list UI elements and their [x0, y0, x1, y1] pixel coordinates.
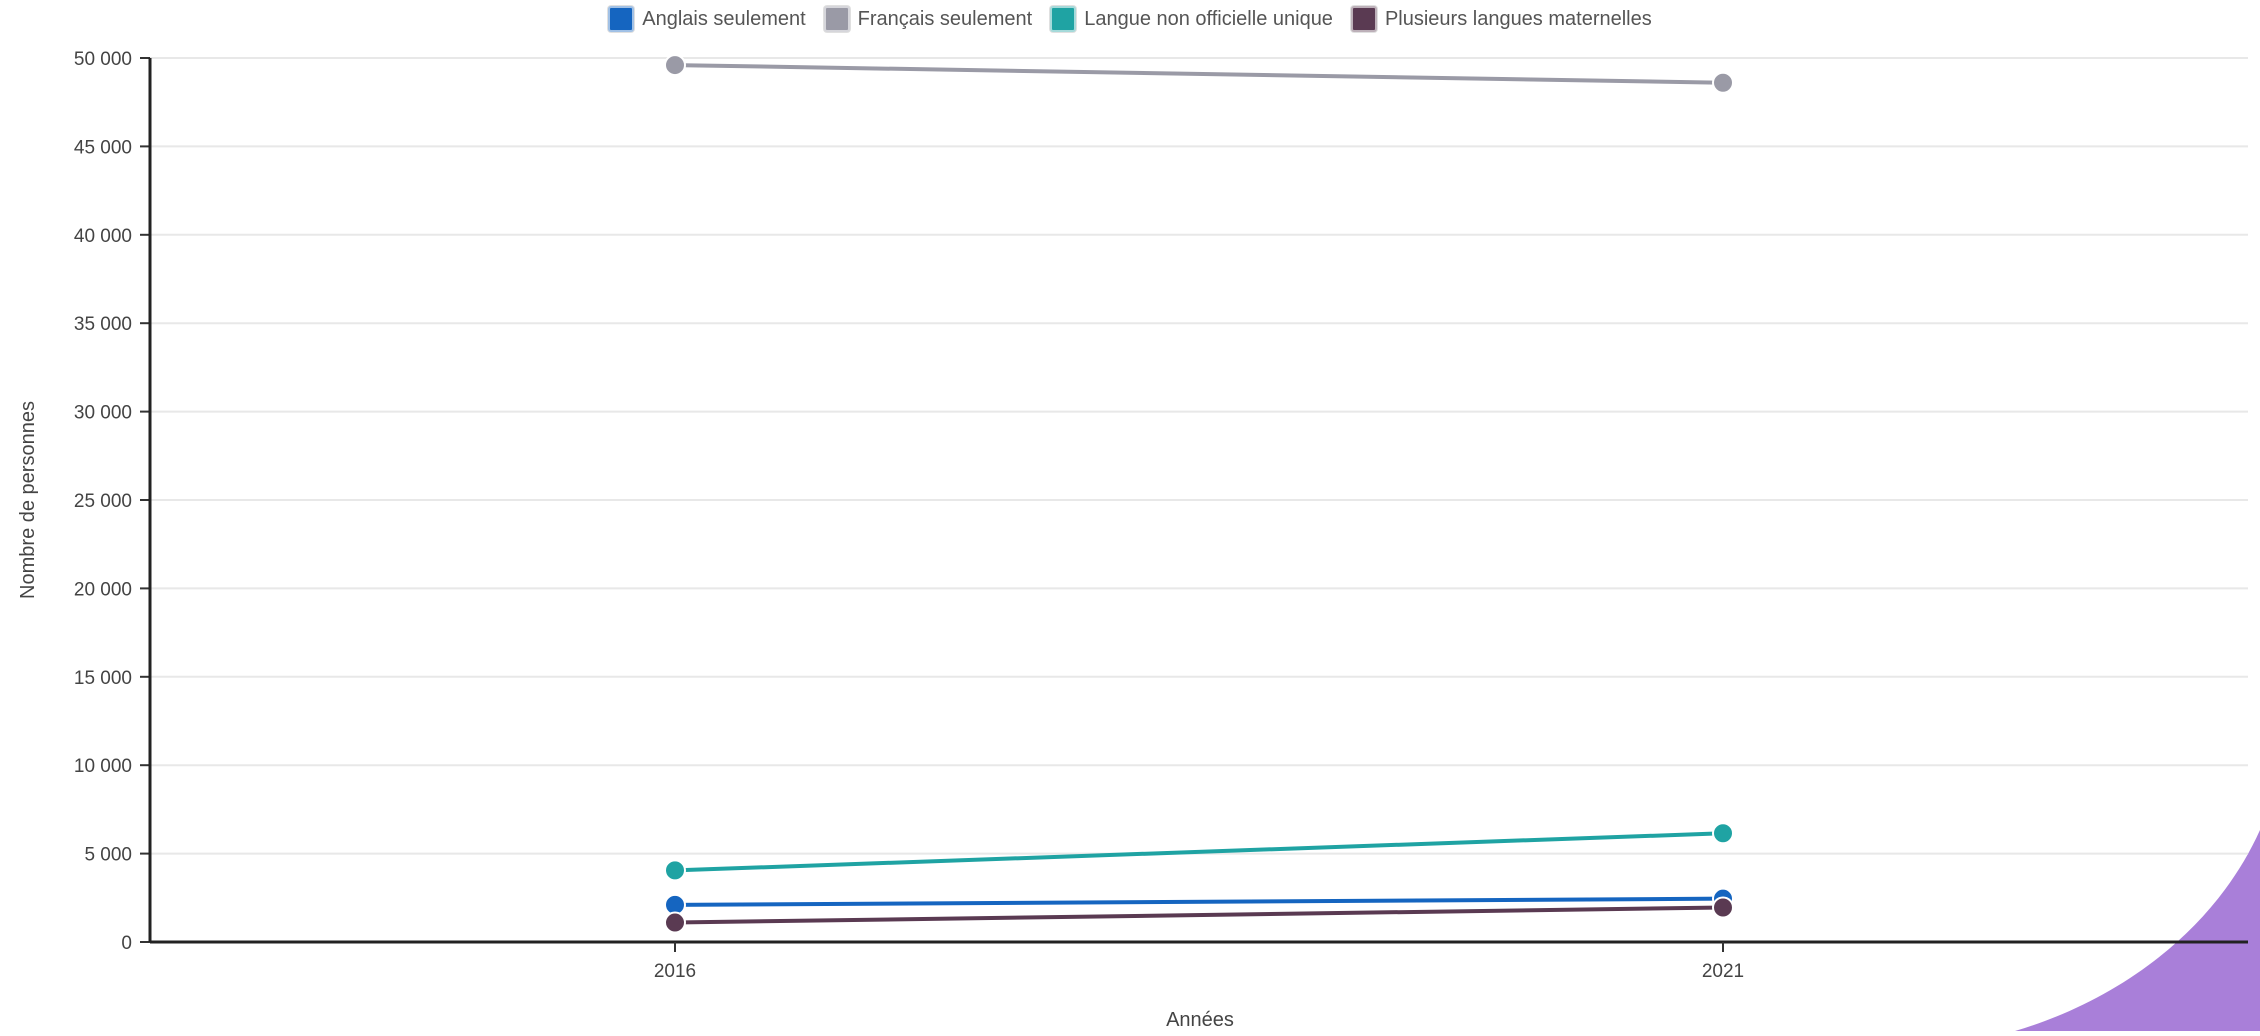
data-point-plusieurs-2016 — [664, 911, 686, 934]
legend-item-plusieurs[interactable]: Plusieurs langues maternelles — [1350, 6, 1652, 32]
legend-swatch-plusieurs — [1350, 6, 1377, 32]
legend-label-anglais: Anglais seulement — [642, 7, 806, 30]
y-tick-label: 10 000 — [74, 756, 132, 777]
x-tick-label: 2021 — [1702, 961, 1744, 982]
y-tick-label: 25 000 — [74, 491, 132, 512]
legend-label-francais: Français seulement — [857, 7, 1033, 30]
chart-legend: Anglais seulement Français seulement Langu… — [0, 6, 2260, 32]
data-point-francais-2016 — [664, 54, 686, 77]
series-line-anglais — [674, 896, 1724, 907]
y-tick-label: 40 000 — [74, 226, 132, 247]
series-francais — [664, 54, 1734, 94]
series-line-francais — [674, 63, 1724, 85]
corner-decoration-shape — [2015, 830, 2260, 1031]
y-tick-label: 15 000 — [74, 668, 132, 689]
data-point-plusieurs-2021 — [1712, 896, 1734, 919]
legend-item-anglais[interactable]: Anglais seulement — [608, 6, 806, 32]
data-point-non-officielle-2016 — [664, 859, 686, 882]
legend-item-francais[interactable]: Français seulement — [823, 6, 1033, 32]
y-axis-title: Nombre de personnes — [17, 401, 39, 599]
series-non-officielle — [664, 822, 1734, 882]
x-tick-label: 2016 — [654, 961, 696, 982]
y-tick-label: 45 000 — [74, 137, 132, 158]
legend-swatch-francais — [823, 6, 850, 32]
y-tick-label: 30 000 — [74, 403, 132, 424]
y-tick-label: 50 000 — [74, 49, 132, 70]
data-point-non-officielle-2021 — [1712, 822, 1734, 845]
y-tick-label: 35 000 — [74, 314, 132, 335]
y-tick-label: 20 000 — [74, 579, 132, 600]
y-tick-label: 5 000 — [84, 845, 132, 866]
legend-item-non-officielle[interactable]: Langue non officielle unique — [1050, 6, 1333, 32]
data-point-francais-2021 — [1712, 71, 1734, 94]
series-plusieurs — [664, 896, 1734, 934]
x-axis-title: Années — [1166, 1009, 1234, 1031]
legend-label-non-officielle: Langue non officielle unique — [1084, 7, 1333, 30]
legend-swatch-anglais — [608, 6, 635, 32]
legend-label-plusieurs: Plusieurs langues maternelles — [1384, 7, 1652, 30]
y-tick-label: 0 — [121, 933, 132, 954]
series-line-plusieurs — [674, 905, 1724, 925]
series-line-non-officielle — [674, 831, 1724, 873]
legend-swatch-non-officielle — [1050, 6, 1077, 32]
